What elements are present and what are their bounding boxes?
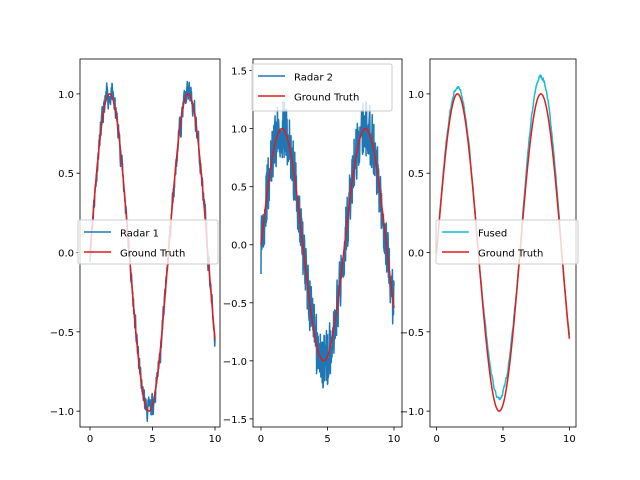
series-line-ground-truth <box>89 93 216 412</box>
series-line-radar-1 <box>89 80 216 422</box>
y-tick-label: 1.0 <box>231 125 247 136</box>
legend-label: Fused <box>478 229 507 240</box>
legend-label: Radar 1 <box>120 229 159 240</box>
subplot-1: 0 5 10 −1.0 −0.5 0.0 0.5 1.0 Radar 1 Ground Truth <box>50 58 222 445</box>
y-tick-label: 0.5 <box>58 169 74 180</box>
x-tick-label: 5 <box>500 434 506 445</box>
plot-area <box>435 74 571 412</box>
y-tick-label: −0.5 <box>50 328 74 339</box>
legend: Radar 1 Ground Truth <box>77 219 219 265</box>
legend-box <box>251 63 393 112</box>
subplot-2: 0 5 10 −1.5 −1.0 −0.5 0.0 0.5 1.0 1.5 Radar 2 Groun… <box>223 58 403 445</box>
legend-label: Radar 2 <box>294 73 333 84</box>
y-tick-label: −1.0 <box>400 407 424 418</box>
y-tick-label: 0.0 <box>408 249 424 260</box>
x-tick-label: 10 <box>388 434 401 445</box>
legend-label: Ground Truth <box>478 249 543 260</box>
y-tick-label: 1.0 <box>58 90 74 101</box>
y-tick-label: −1.0 <box>223 357 247 368</box>
series-line-ground-truth <box>260 127 395 362</box>
plot-area <box>260 101 395 389</box>
y-tick-label: 1.0 <box>408 90 424 101</box>
x-tick-label: 0 <box>433 434 439 445</box>
y-tick-label: −0.5 <box>400 328 424 339</box>
y-tick-label: 0.5 <box>408 169 424 180</box>
series-line-fused <box>435 74 571 401</box>
subplot-3: 0 5 10 −1.0 −0.5 0.0 0.5 1.0 Fused Ground Truth <box>400 58 579 445</box>
x-tick-label: 10 <box>209 434 222 445</box>
y-tick-label: 0.5 <box>231 183 247 194</box>
y-tick-label: −0.5 <box>223 299 247 310</box>
y-tick-label: −1.0 <box>50 407 74 418</box>
legend: Radar 2 Ground Truth <box>251 63 393 112</box>
legend-box <box>435 219 579 265</box>
x-tick-label: 0 <box>258 434 264 445</box>
legend: Fused Ground Truth <box>435 219 579 265</box>
x-tick-label: 5 <box>324 434 330 445</box>
legend-label: Ground Truth <box>294 93 359 104</box>
legend-label: Ground Truth <box>120 249 185 260</box>
y-tick-label: 1.5 <box>231 67 247 78</box>
subplots: 0 5 10 −1.0 −0.5 0.0 0.5 1.0 Radar 1 Ground Truth… <box>50 58 579 445</box>
x-tick-label: 10 <box>563 434 576 445</box>
y-tick-label: −1.5 <box>223 415 247 426</box>
plot-area <box>89 80 216 422</box>
legend-box <box>77 219 219 265</box>
x-tick-label: 0 <box>87 434 93 445</box>
x-tick-label: 5 <box>149 434 155 445</box>
series-line-ground-truth <box>435 93 571 412</box>
y-tick-label: 0.0 <box>231 241 247 252</box>
y-tick-label: 0.0 <box>58 249 74 260</box>
